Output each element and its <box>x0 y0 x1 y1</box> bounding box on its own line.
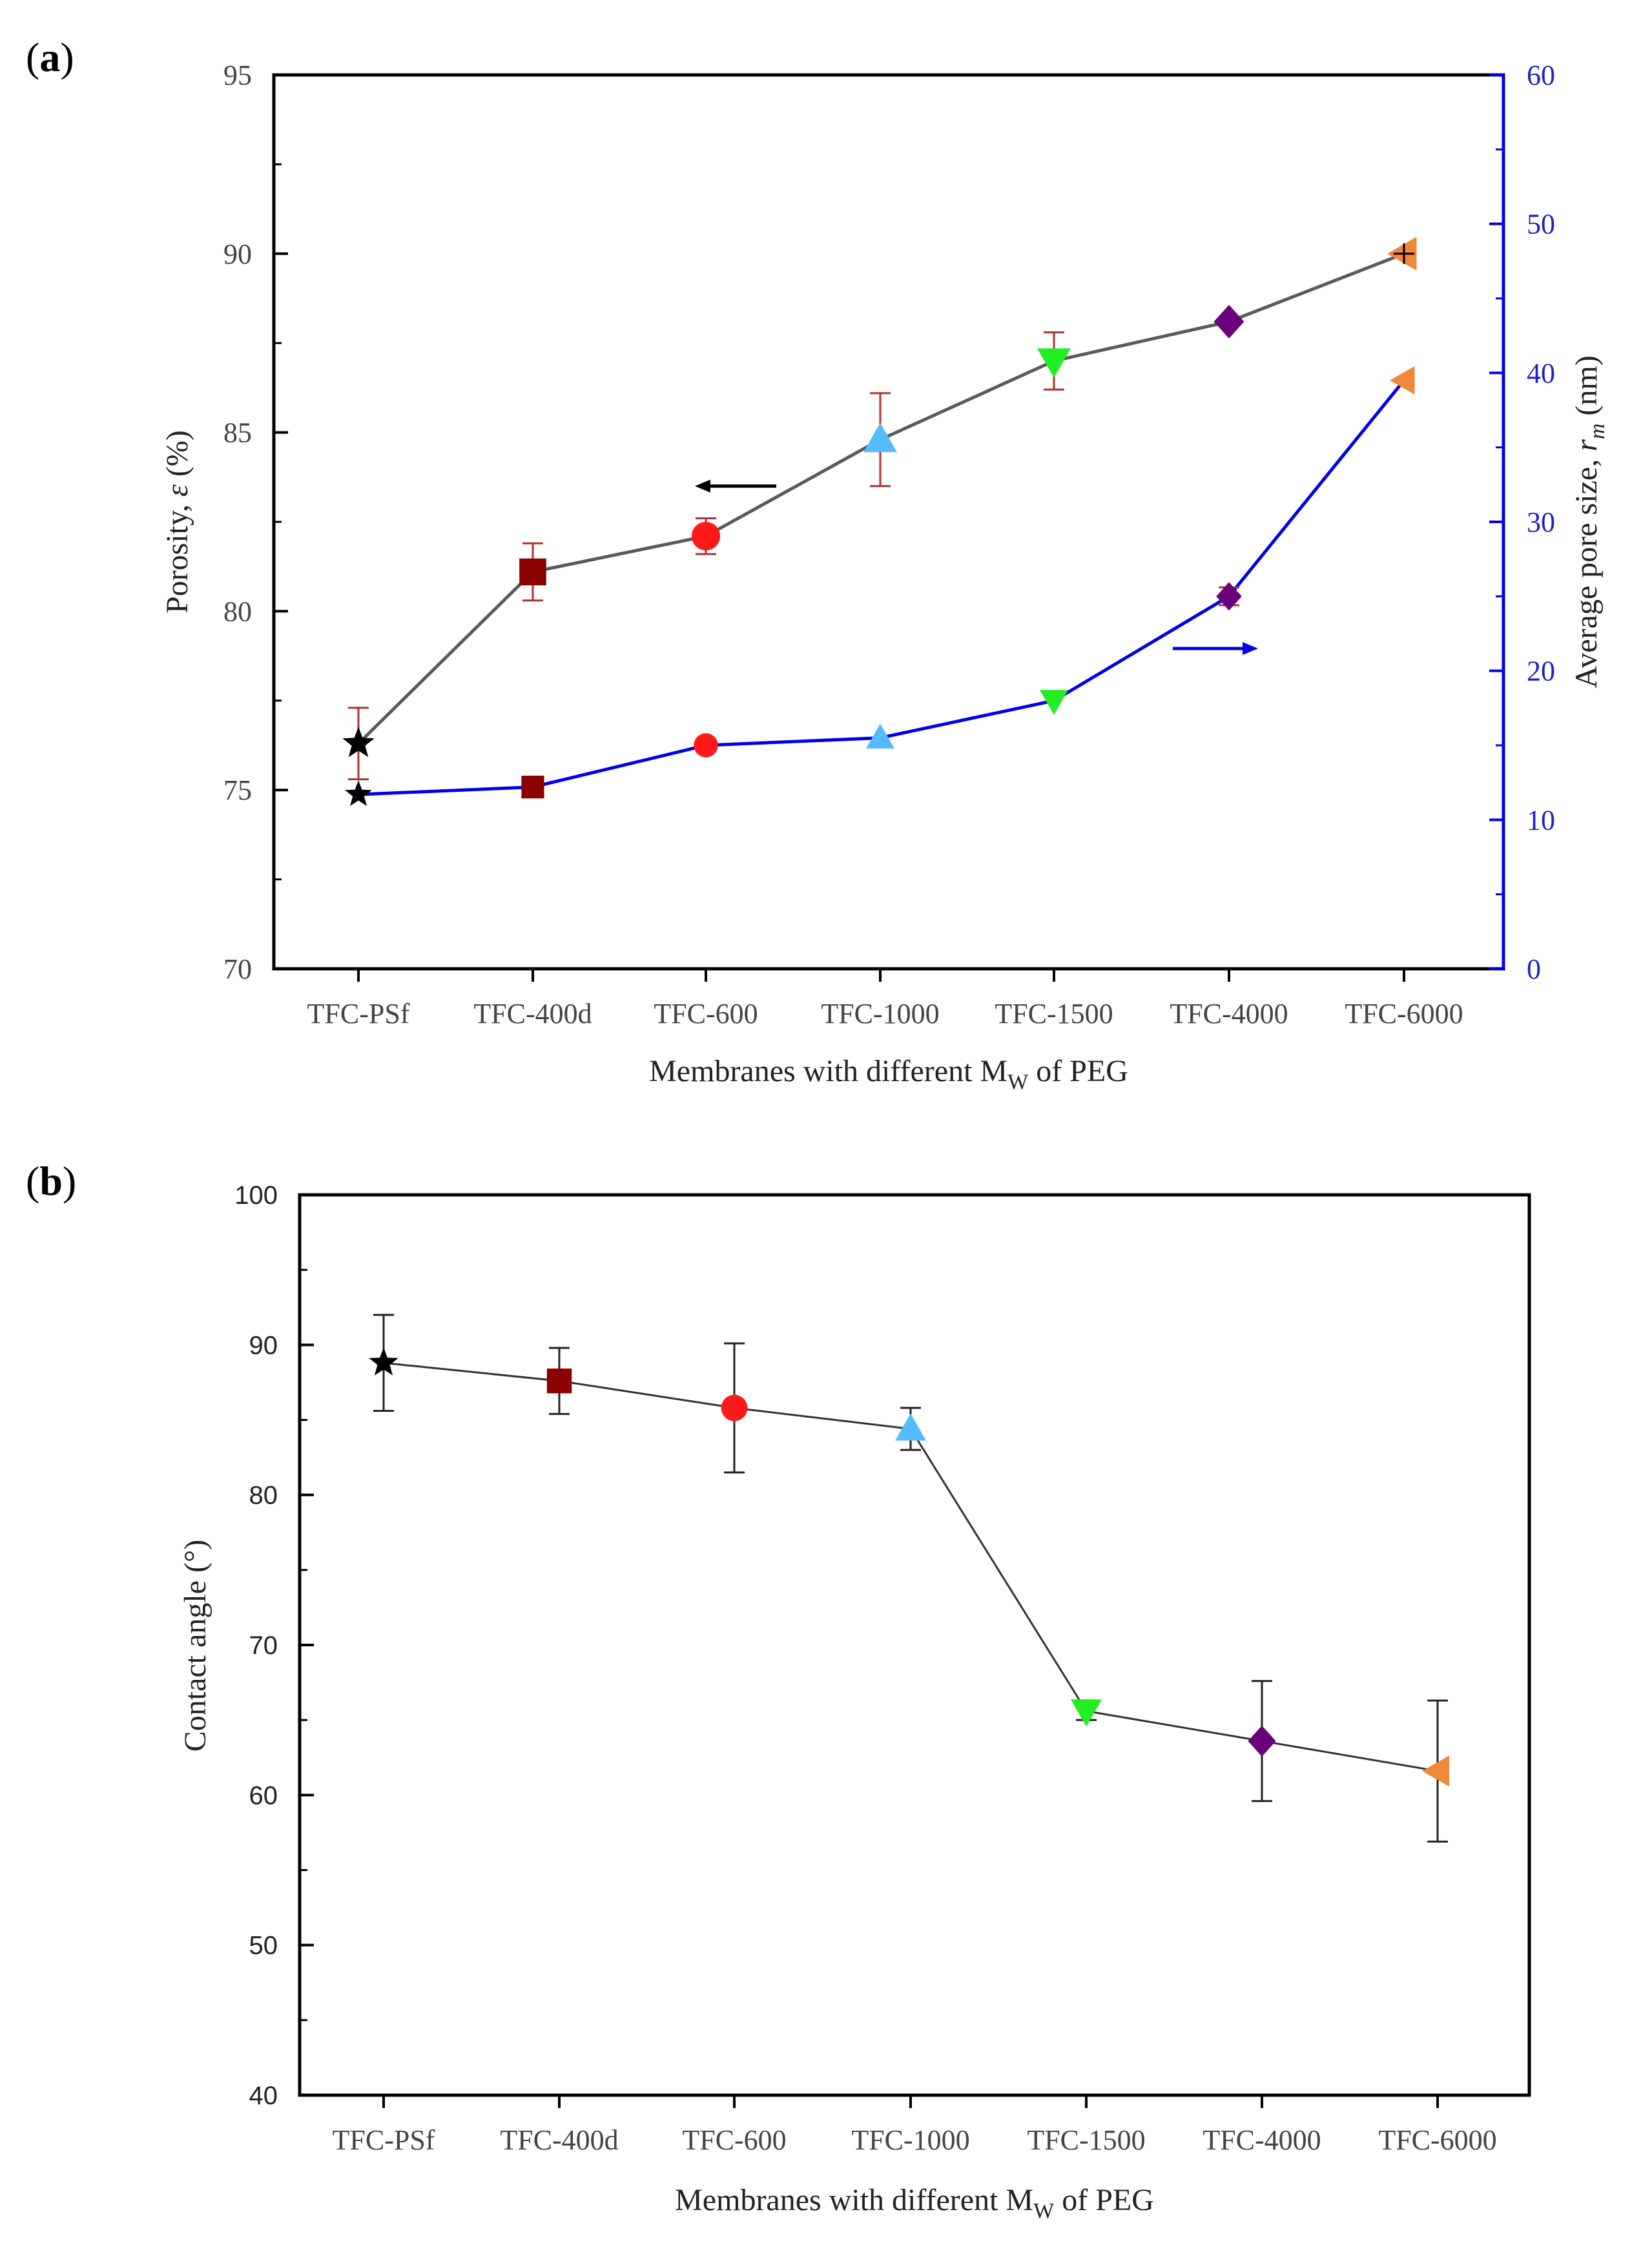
x-axis-title-a: Membranes with different MW of PEG <box>649 1054 1128 1094</box>
left-tick-label: 70 <box>249 1631 278 1660</box>
x-axis-ticks-b: TFC-PSf TFC-400d TFC-600 TFC-1000 TFC-1500 TF… <box>333 2095 1497 2156</box>
pore-size-markers <box>345 366 1415 806</box>
contact-angle-marker <box>1248 1725 1276 1757</box>
contact-angle-markers <box>369 1347 1449 1787</box>
contact-angle-marker <box>1422 1755 1449 1787</box>
right-tick-label: 50 <box>1527 209 1555 240</box>
pore-size-marker <box>1390 366 1415 395</box>
right-arrow-head <box>1243 642 1258 656</box>
right-tick-label: 10 <box>1527 804 1555 836</box>
panel-b-label: (b) <box>26 1158 76 1204</box>
x-tick-label: TFC-400d <box>473 998 592 1029</box>
porosity-markers <box>342 236 1417 758</box>
left-arrow-head <box>695 479 710 493</box>
chart-panel-a: 70 75 80 85 90 95 0 10 20 30 40 50 60 TFC-PSf TFC-40… <box>160 59 1609 1094</box>
x-tick-label: TFC-1000 <box>851 2124 969 2156</box>
x-tick-label: TFC-1500 <box>995 998 1113 1029</box>
left-tick-label: 50 <box>249 1932 278 1960</box>
x-tick-label: TFC-PSf <box>333 2124 435 2156</box>
pore-size-marker <box>1040 690 1068 715</box>
left-tick-label: 80 <box>223 595 252 627</box>
y-axis-title-b: Contact angle (°) <box>178 1540 212 1752</box>
panel-a-label: (a) <box>26 34 74 80</box>
plot-frame-b <box>298 1193 1531 2097</box>
porosity-marker <box>1213 304 1244 338</box>
left-axis-ticks: 70 75 80 85 90 95 <box>223 59 288 985</box>
x-tick-label: TFC-1000 <box>821 998 939 1029</box>
right-axis-ticks: 0 10 20 30 40 50 60 <box>1489 59 1555 985</box>
left-axis-ticks-b: 40 50 60 70 80 90 100 <box>234 1181 314 2110</box>
x-tick-label: TFC-1500 <box>1027 2124 1145 2156</box>
left-tick-label: 95 <box>223 59 252 91</box>
contact-angle-marker <box>1071 1699 1102 1727</box>
pore-size-marker <box>521 775 544 799</box>
x-tick-label: TFC-600 <box>654 998 758 1029</box>
left-tick-label: 75 <box>223 774 252 806</box>
right-axis-title: Average pore size, rm (nm) <box>1569 355 1609 688</box>
left-tick-label: 60 <box>249 1781 278 1810</box>
x-axis-ticks: TFC-PSf TFC-400d TFC-600 TFC-1000 TFC-1500 TF… <box>307 969 1463 1029</box>
pore-size-marker <box>866 723 894 749</box>
porosity-marker <box>691 522 721 551</box>
x-tick-label: TFC-4000 <box>1170 998 1288 1029</box>
right-tick-label: 20 <box>1527 656 1555 687</box>
contact-angle-marker <box>546 1368 572 1394</box>
left-tick-label: 80 <box>249 1482 278 1510</box>
axis-indicator-arrows <box>695 479 1258 656</box>
pore-size-marker <box>1216 582 1242 611</box>
x-tick-label: TFC-6000 <box>1345 998 1463 1029</box>
contact-angle-marker <box>721 1394 748 1422</box>
porosity-marker <box>519 558 546 586</box>
left-tick-label: 90 <box>223 238 252 270</box>
pore-size-marker <box>345 780 372 806</box>
x-axis-title-b: Membranes with different MW of PEG <box>675 2183 1154 2223</box>
left-tick-label: 40 <box>249 2082 278 2110</box>
left-tick-label: 100 <box>234 1181 278 1210</box>
porosity-marker <box>1037 348 1071 378</box>
left-tick-label: 85 <box>223 417 252 449</box>
contact-angle-marker <box>369 1347 398 1376</box>
x-tick-label: TFC-600 <box>682 2124 786 2156</box>
right-tick-label: 0 <box>1527 953 1541 985</box>
contact-angle-error-bars <box>373 1314 1448 1843</box>
x-tick-label: TFC-PSf <box>307 998 410 1029</box>
left-tick-label: 90 <box>249 1331 278 1360</box>
porosity-marker <box>342 727 375 758</box>
right-tick-label: 30 <box>1527 506 1555 538</box>
left-axis-title: Porosity, ε (%) <box>160 430 194 614</box>
porosity-line <box>357 252 1405 745</box>
right-tick-label: 40 <box>1527 357 1555 389</box>
porosity-marker <box>863 422 897 453</box>
pore-size-marker <box>694 733 718 758</box>
x-tick-label: TFC-400d <box>500 2124 618 2156</box>
x-tick-label: TFC-6000 <box>1378 2124 1496 2156</box>
left-tick-label: 70 <box>223 953 252 985</box>
right-tick-label: 60 <box>1527 59 1555 91</box>
contact-angle-marker <box>895 1413 926 1441</box>
porosity-polyline <box>357 252 1405 745</box>
x-tick-label: TFC-4000 <box>1203 2124 1321 2156</box>
porosity-error-bars <box>348 331 1064 781</box>
plot-frame-a <box>272 73 1505 971</box>
